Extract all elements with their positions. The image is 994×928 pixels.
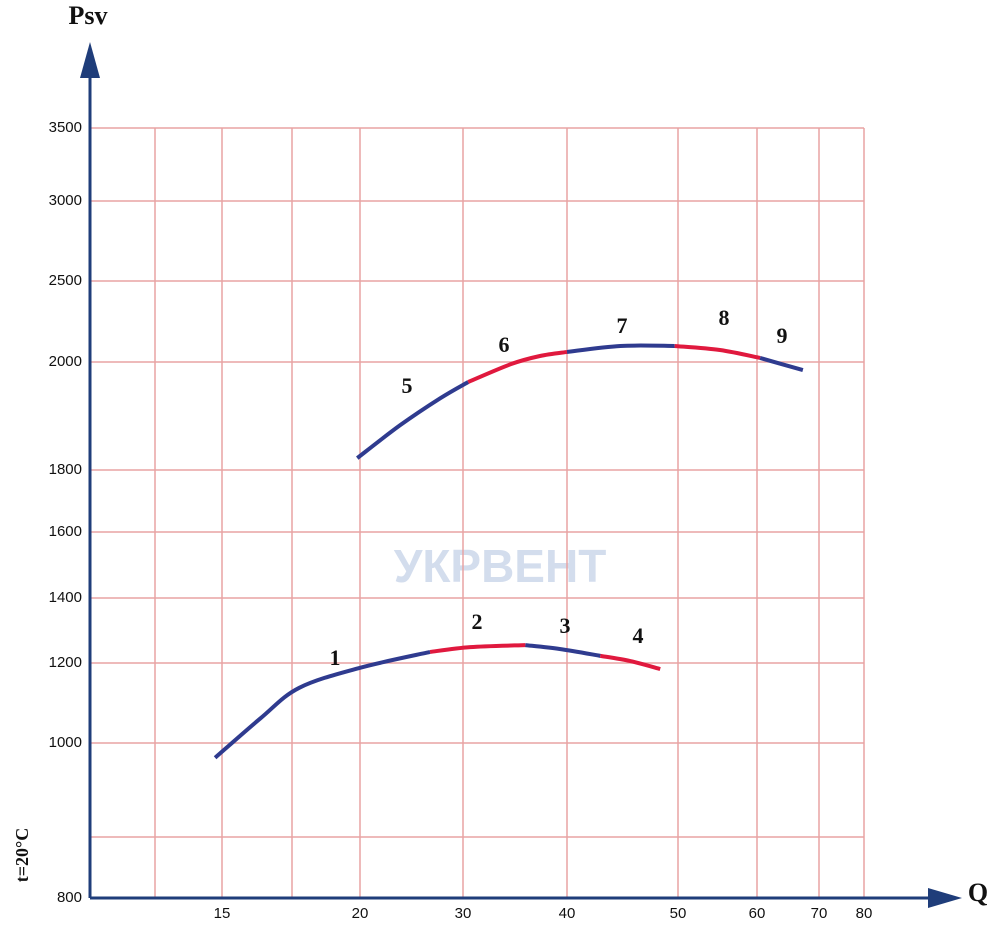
x-tick-label: 30 <box>455 905 472 922</box>
y-tick-label: 2000 <box>49 353 82 370</box>
segment-label: 8 <box>719 305 730 330</box>
y-tick-label: 3500 <box>49 119 82 136</box>
curve-segment <box>674 343 761 360</box>
y-tick-label: 3000 <box>49 192 82 209</box>
curve-segment <box>356 380 470 460</box>
curve-segment <box>525 643 601 658</box>
x-tick-label: 15 <box>214 905 231 922</box>
y-tick-label: 1200 <box>49 654 82 671</box>
segment-label: 1 <box>330 645 341 670</box>
y-tick-label: 1800 <box>49 461 82 478</box>
x-label: Q <box>968 878 988 907</box>
segment-label: 5 <box>402 373 413 398</box>
y-arrow <box>80 42 100 78</box>
plot <box>90 127 865 899</box>
curve-segment <box>599 653 661 671</box>
segment-label: 4 <box>633 623 644 648</box>
y-tick-label: 800 <box>57 889 82 906</box>
x-tick-label: 50 <box>670 905 687 922</box>
y-tick-label: 1600 <box>49 523 82 540</box>
y-tick-label: 1000 <box>49 734 82 751</box>
segment-label: 2 <box>472 609 483 634</box>
y-tick-label: 1400 <box>49 589 82 606</box>
note: t=20°C <box>12 828 32 882</box>
segment-label: 9 <box>777 323 788 348</box>
x-tick-label: 40 <box>559 905 576 922</box>
curve-segment <box>759 356 804 373</box>
x-arrow <box>928 888 962 908</box>
x-tick-label: 60 <box>749 905 766 922</box>
y-tick-label: 2500 <box>49 272 82 289</box>
curve-segment <box>429 643 526 654</box>
watermark: УКРВЕНТ <box>394 540 607 592</box>
y-label: Psv <box>69 1 108 30</box>
segment-label: 7 <box>617 313 628 338</box>
segment-label: 6 <box>499 332 510 357</box>
curve-segment <box>213 649 431 760</box>
curve-segment <box>566 343 675 354</box>
curve-segment <box>467 349 568 384</box>
x-tick-label: 80 <box>856 905 873 922</box>
x-tick-label: 70 <box>811 905 828 922</box>
segment-label: 3 <box>560 613 571 638</box>
x-tick-label: 20 <box>352 905 369 922</box>
